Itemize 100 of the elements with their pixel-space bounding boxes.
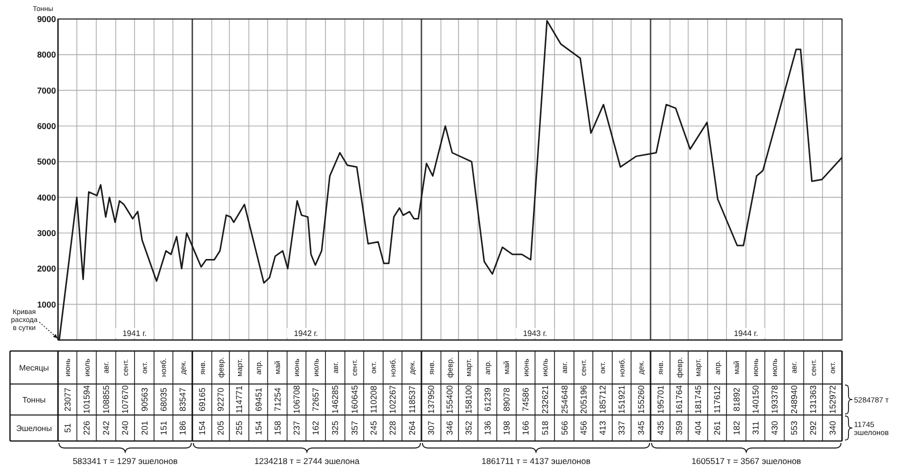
data-label: 154: [253, 420, 264, 436]
data-label: 160645: [349, 385, 360, 414]
data-label: 89078: [502, 387, 512, 412]
data-label: 186: [178, 420, 188, 436]
data-label: 68035: [158, 387, 169, 412]
data-label: 72657: [310, 387, 321, 412]
data-label: 198: [502, 420, 512, 436]
data-label: 242: [101, 420, 112, 436]
data-label: 553: [789, 420, 800, 436]
data-label: 345: [636, 420, 646, 436]
data-label: 110208: [368, 385, 378, 414]
y-tick-label: 3000: [37, 228, 56, 238]
data-label: 413: [598, 420, 608, 436]
data-label: 205: [216, 420, 226, 436]
data-label: 340: [827, 420, 838, 436]
data-label: 108855: [101, 385, 112, 414]
data-label: 346: [444, 420, 455, 436]
data-label: 161764: [674, 385, 684, 414]
data-label: 228: [388, 420, 398, 436]
data-label: 51: [62, 423, 72, 433]
data-label: 245: [368, 420, 378, 436]
data-label: 237: [292, 420, 302, 436]
data-label: 232621: [540, 385, 550, 414]
data-label: 158100: [463, 385, 474, 414]
data-label: 352: [463, 420, 474, 436]
data-label: 162: [310, 420, 321, 436]
data-label: 102267: [388, 385, 398, 414]
data-label: 154: [197, 420, 208, 436]
y-tick-label: 2000: [37, 264, 56, 274]
data-label: 155260: [636, 385, 646, 414]
data-label: 136: [482, 420, 492, 436]
data-label: 137950: [426, 385, 436, 414]
data-label: 23077: [62, 387, 72, 412]
text: Тонны: [22, 396, 46, 404]
data-label: 518: [540, 420, 550, 436]
data-label: 71254: [272, 387, 282, 412]
data-label: 261: [712, 420, 722, 436]
data-label: 195701: [655, 385, 666, 414]
data-label: 566: [559, 420, 570, 436]
y-tick-label: 4000: [37, 192, 56, 202]
data-label: 254648: [559, 385, 570, 414]
text: Месяцы: [19, 364, 50, 372]
data-label: 117612: [712, 385, 722, 414]
text: 1605517 т = 3567 эшелонов: [691, 456, 802, 466]
data-label: 69165: [197, 387, 208, 412]
x-tick-label: 1941 г.: [122, 329, 147, 338]
data-label: 181745: [693, 385, 703, 414]
x-tick-label: 1944 г.: [734, 329, 758, 338]
data-label: 201: [139, 420, 150, 436]
data-label: 83547: [178, 387, 188, 412]
data-label: 430: [770, 420, 780, 436]
data-label: 311: [750, 420, 760, 435]
data-label: 255: [234, 420, 244, 436]
data-label: 131363: [808, 385, 818, 414]
y-tick-label: 6000: [37, 121, 56, 131]
data-label: 92270: [216, 387, 226, 412]
text: 1861711 т = 4137 эшелонов: [481, 456, 591, 466]
data-label: 193378: [770, 385, 780, 414]
text: 1234218 т = 2744 эшелона: [254, 456, 360, 466]
data-label: 69451: [253, 387, 264, 412]
data-label: 226: [82, 420, 92, 436]
line-series: [58, 20, 842, 341]
data-label: 240: [120, 420, 130, 436]
data-label: 152972: [827, 385, 838, 414]
y-tick-label: 1000: [37, 299, 56, 310]
data-label: 292: [808, 420, 818, 436]
y-tick-label: 5000: [37, 156, 56, 167]
data-label: 404: [693, 420, 703, 436]
data-label: 248940: [789, 385, 800, 414]
data-label: 435: [655, 420, 666, 436]
data-label: 74586: [520, 387, 531, 412]
data-label: 90563: [139, 387, 150, 412]
data-label: 155400: [444, 385, 455, 414]
x-tick-label: 1942 г.: [294, 329, 318, 338]
data-label: 140150: [750, 385, 760, 414]
data-label: 106708: [292, 385, 302, 414]
data-label: 337: [616, 420, 627, 436]
data-label: 81892: [731, 387, 742, 412]
data-label: 357: [349, 420, 360, 436]
y-tick-label: 7000: [37, 85, 56, 96]
text: 583341 т = 1297 эшелонов: [72, 456, 178, 466]
data-label: 151: [158, 420, 169, 436]
data-label: 205196: [578, 385, 588, 414]
data-label: 151921: [616, 385, 627, 414]
y-tick-label: 9000: [37, 14, 56, 24]
y-tick-label: 8000: [37, 50, 56, 60]
data-label: 359: [674, 420, 684, 436]
data-label: 118537: [406, 385, 417, 414]
x-tick-label: 1943 г.: [522, 329, 548, 338]
data-label: 101594: [82, 385, 92, 414]
data-label: 264: [406, 420, 417, 436]
data-label: 158: [272, 420, 282, 436]
data-label: 182: [731, 420, 742, 436]
data-label: 107670: [120, 385, 130, 414]
data-label: 61239: [482, 387, 492, 412]
text: Эшелоны: [16, 424, 52, 433]
data-label: 325: [330, 420, 340, 436]
data-label: 185712: [598, 385, 608, 414]
data-label: 456: [578, 420, 588, 436]
data-label: 307: [426, 420, 436, 436]
